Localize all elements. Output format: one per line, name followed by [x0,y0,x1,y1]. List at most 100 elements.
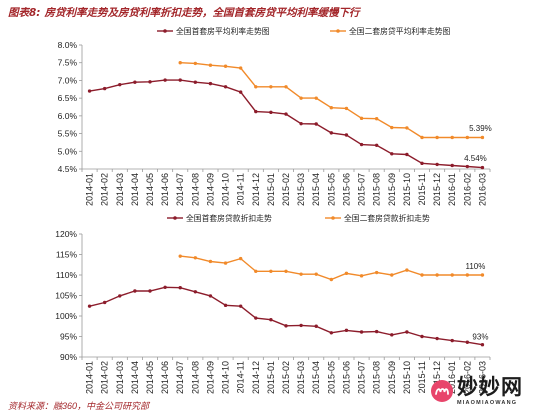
data-point [193,290,198,294]
data-point [450,163,454,168]
legend-marker-1 [163,29,167,33]
x-tick-label: 2015-10 [402,361,412,394]
data-point [87,89,92,93]
figure-title-text: 房贷利率走势及房贷利率折扣走势，全国首套房贷平均利率缓慢下行 [44,7,360,19]
data-point [374,270,379,275]
x-tick-label: 2016-03 [477,361,487,394]
data-point [329,131,334,135]
data-point [87,304,92,308]
data-point [299,121,303,126]
legend-label-2: 全国二套房贷款折扣走势 [344,213,430,223]
x-tick-label: 2015-11 [417,361,427,393]
data-point [314,272,318,276]
x-tick-label: 2016-01 [447,173,457,206]
data-point [284,112,288,116]
data-point [390,125,394,130]
data-point [223,85,228,89]
data-point [420,161,424,166]
data-point [254,109,258,114]
y-tick-label: 105% [55,291,77,301]
legend-marker-2 [331,216,335,220]
y-tick-label: 7.5% [58,58,78,68]
x-tick-label: 2015-03 [296,361,306,394]
data-point [480,343,485,347]
data-point [344,328,349,333]
data-point [148,289,152,293]
x-tick-label: 2015-10 [402,173,412,206]
data-point [148,80,152,84]
x-tick-label: 2016-02 [462,361,472,394]
x-tick-label: 2015-03 [296,173,306,206]
data-point [480,135,485,140]
data-point [284,324,288,328]
data-point [420,334,424,339]
data-point [178,286,182,290]
data-point [480,165,485,170]
data-point [118,294,122,298]
x-tick-label: 2014-02 [100,173,110,206]
y-tick-label: 5.0% [58,146,78,156]
watermark-subtitle: MIAOMIAOWANG [457,400,518,406]
data-point [435,162,439,167]
y-tick-label: 90% [60,352,77,362]
data-point [359,116,364,121]
x-tick-label: 2014-08 [190,361,200,394]
x-tick-label: 2015-06 [341,361,351,394]
x-tick-label: 2014-11 [236,361,246,393]
series-line-1 [89,79,483,169]
data-point [390,273,394,277]
x-tick-label: 2015-02 [281,173,291,206]
data-point [163,78,167,82]
data-point [299,96,303,100]
data-point [374,143,379,147]
x-tick-label: 2014-08 [190,173,200,206]
data-point [208,81,213,86]
x-tick-label: 2015-01 [266,361,276,394]
x-tick-label: 2015-12 [432,173,442,206]
watermark-name: 妙妙网 [457,375,523,399]
x-tick-label: 2015-05 [326,361,336,394]
data-point [390,152,394,156]
watermark-logo: 妙妙网 MIAOMIAOWANG [430,376,523,406]
y-tick-label: 8.0% [58,40,78,50]
data-point [208,63,213,67]
data-point [329,106,334,110]
legend-marker-1 [173,216,177,220]
data-point [435,336,439,341]
x-tick-label: 2015-04 [311,361,321,394]
data-point [329,331,334,335]
x-tick-label: 2015-09 [387,361,397,394]
data-point [450,338,454,343]
y-tick-label: 110% [56,270,78,280]
data-point [465,164,470,169]
x-tick-label: 2015-05 [326,173,336,206]
x-tick-label: 2015-02 [281,361,291,394]
data-point [299,272,303,276]
data-point [390,333,394,337]
data-point [269,85,273,89]
data-point [420,135,424,140]
legend-label-2: 全国二套房贷平均利率走势图 [349,26,451,36]
data-point [102,86,107,91]
x-tick-label: 2014-05 [145,361,155,394]
x-tick-label: 2015-06 [341,173,351,206]
y-tick-label: 95% [60,332,77,342]
data-point [435,273,439,277]
data-point [374,116,379,121]
x-tick-label: 2015-07 [357,173,367,206]
x-tick-label: 2014-01 [85,173,95,206]
x-tick-label: 2014-04 [130,173,140,206]
data-label: 4.54% [464,154,487,163]
data-point [118,82,122,87]
data-point [405,152,409,157]
data-point [344,271,349,276]
data-point [269,269,273,274]
data-point [238,304,243,308]
x-tick-label: 2014-01 [85,361,95,394]
data-point [254,85,258,89]
source-note: 资料来源：融360，中金公司研究部 [8,401,150,411]
data-point [178,78,182,82]
data-point [223,261,228,265]
data-point [405,126,409,130]
x-tick-label: 2015-11 [417,173,427,205]
